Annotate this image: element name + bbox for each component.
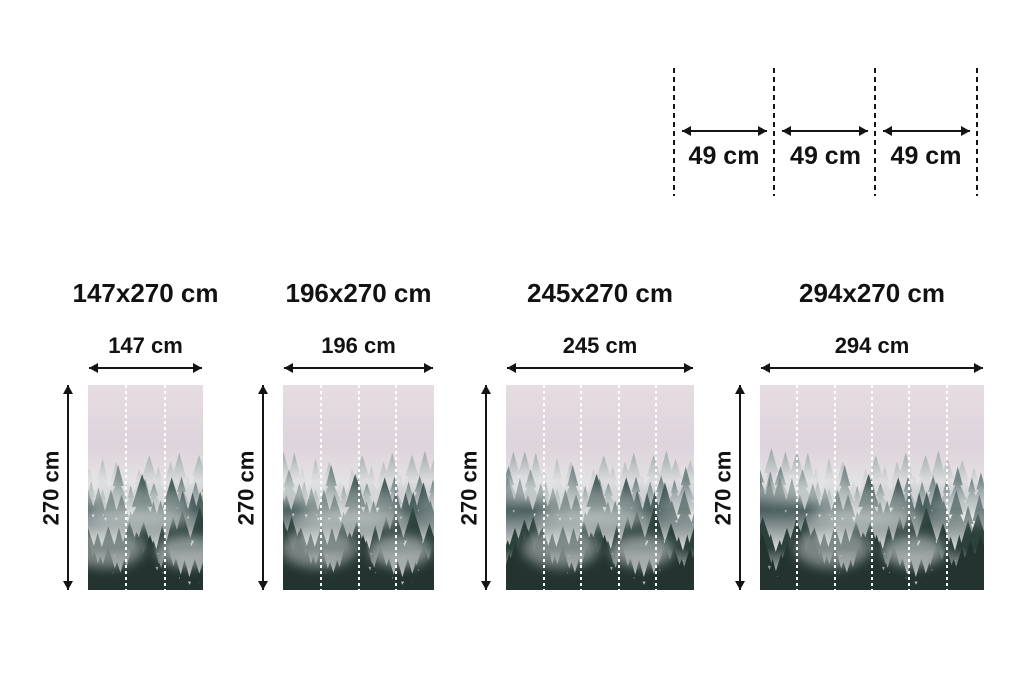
size-figure-147x270: 147x270 cm 147 cm 270 cm: [39, 278, 219, 590]
panel-divider-line: [945, 385, 948, 590]
panel-divider-line: [655, 385, 658, 590]
width-dimension-label: 147 cm: [108, 332, 183, 358]
panel-dividers: [88, 385, 203, 590]
width-dimension-arrow-icon: [89, 363, 202, 373]
width-dimension-label: 196 cm: [321, 332, 396, 358]
mural-preview: [760, 385, 984, 590]
panel-dividers: [506, 385, 694, 590]
panel-dash-line: [976, 68, 978, 196]
panel-divider-line: [617, 385, 620, 590]
width-dimension-label: 245 cm: [562, 332, 638, 358]
panel-divider-line: [908, 385, 911, 590]
height-dimension-arrow-icon: [735, 385, 745, 590]
double-arrow-horizontal-icon: [883, 126, 970, 136]
height-dimension-arrow-icon: [481, 385, 491, 590]
double-arrow-horizontal-icon: [682, 126, 767, 136]
mural-preview: [283, 385, 434, 590]
foggy-forest-image: [506, 385, 694, 590]
panel-divider-line: [125, 385, 128, 590]
size-title: 147x270 cm: [72, 278, 219, 309]
foggy-forest-image: [88, 385, 203, 590]
panel-divider-line: [833, 385, 836, 590]
size-figure-196x270: 196x270 cm 196 cm 270 cm: [234, 278, 434, 590]
height-dimension-label: 270 cm: [234, 450, 259, 525]
mural-preview: [88, 385, 203, 590]
panel-width-label: 49 cm: [688, 142, 760, 170]
panel-divider-line: [163, 385, 166, 590]
panel-divider-line: [319, 385, 322, 590]
mural-preview: [506, 385, 694, 590]
panel-divider-line: [871, 385, 873, 590]
panel-divider-line: [580, 385, 583, 590]
panel-divider-line: [357, 385, 360, 590]
panel-divider-line: [796, 385, 799, 590]
panel-divider-line: [395, 385, 398, 590]
panel-width-diagram: 49 cm 49 cm 49 cm: [660, 68, 990, 196]
height-dimension-label: 270 cm: [457, 450, 482, 525]
panel-width-label: 49 cm: [890, 142, 962, 170]
size-title: 294x270 cm: [798, 278, 946, 309]
panel-width-label: 49 cm: [790, 142, 861, 170]
size-title: 245x270 cm: [526, 278, 674, 309]
panel-divider-line: [542, 385, 545, 590]
double-arrow-horizontal-icon: [782, 126, 868, 136]
width-dimension-arrow-icon: [507, 363, 693, 373]
size-figure-294x270: 294x270 cm 294 cm 270 cm: [711, 278, 984, 590]
width-dimension-arrow-icon: [761, 363, 983, 373]
width-dimension-label: 294 cm: [834, 332, 910, 358]
panel-dividers: [760, 385, 984, 590]
height-dimension-arrow-icon: [63, 385, 73, 590]
size-figure-245x270: 245x270 cm 245 cm 270 cm: [457, 278, 694, 590]
height-dimension-arrow-icon: [258, 385, 268, 590]
size-title: 196x270 cm: [285, 278, 432, 309]
height-dimension-label: 270 cm: [39, 450, 64, 525]
panel-dash-line: [773, 68, 775, 196]
panel-dash-line: [673, 68, 675, 196]
height-dimension-label: 270 cm: [711, 450, 736, 525]
panel-dividers: [283, 385, 434, 590]
panel-dash-line: [874, 68, 876, 196]
width-dimension-arrow-icon: [284, 363, 433, 373]
